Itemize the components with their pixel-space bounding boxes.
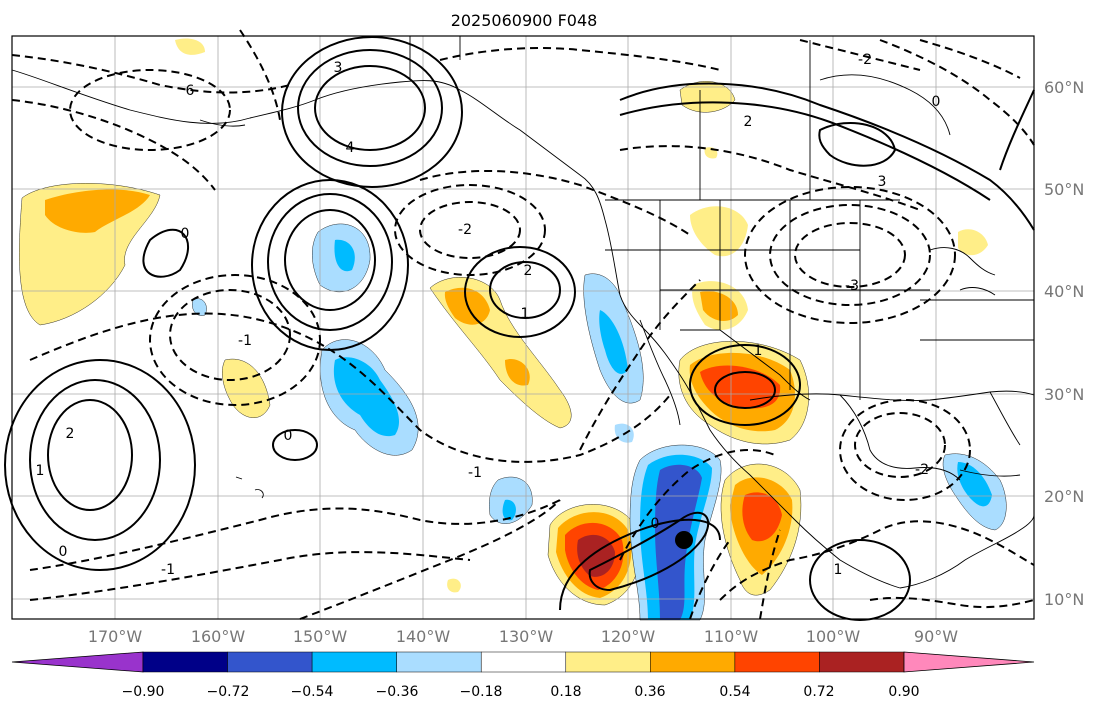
cbar-label-p036: 0.36 — [634, 684, 665, 700]
contour-label: 0 — [181, 226, 190, 242]
contour-label: 1 — [36, 463, 45, 479]
lat-label-50n: 50°N — [1044, 180, 1084, 199]
latitude-labels: 60°N 50°N 40°N 30°N 20°N 10°N — [1044, 78, 1084, 609]
contour-label: 3 — [878, 174, 887, 190]
colorbar-segment — [480, 651, 567, 673]
colorbar-segment — [734, 651, 820, 673]
colorbar — [11, 651, 1035, 673]
cbar-label-p054: 0.54 — [719, 684, 750, 700]
colorbar-segment — [903, 651, 1035, 673]
contour-label: 2 — [744, 114, 753, 130]
contour-label: 0 — [284, 428, 293, 444]
contour-label: -1 — [238, 333, 252, 349]
lon-label-150w: 150°W — [293, 627, 348, 646]
colorbar-tick-labels: −0.90 −0.72 −0.54 −0.36 −0.18 0.18 0.36 … — [122, 684, 920, 700]
contour-label: -2 — [915, 462, 929, 478]
contour-labels: 0 1 2 3 4 -1 -2 -3 6 1 2 0 1 -2 1 0 -1 0… — [36, 52, 941, 578]
contour-label: -2 — [858, 52, 872, 68]
colorbar-segment — [227, 651, 313, 673]
lon-label-110w: 110°W — [704, 627, 759, 646]
contour-label: 4 — [346, 140, 355, 156]
contour-label: -1 — [468, 465, 482, 481]
storm-center-marker — [675, 531, 693, 549]
contour-label: -2 — [458, 222, 472, 238]
contour-label: 1 — [834, 562, 843, 578]
cbar-label-m072: −0.72 — [207, 684, 250, 700]
solid-contours — [4, 36, 1035, 621]
colorbar-segment — [396, 651, 482, 673]
map-background — [12, 36, 1034, 619]
coastlines — [11, 36, 1035, 589]
lon-label-160w: 160°W — [191, 627, 246, 646]
lat-label-30n: 30°N — [1044, 385, 1084, 404]
colorbar-segment — [650, 651, 736, 673]
lon-label-90w: 90°W — [914, 627, 958, 646]
colorbar-segment — [311, 651, 397, 673]
cbar-label-m018: −0.18 — [460, 684, 503, 700]
contour-label: 3 — [334, 60, 343, 76]
lat-label-40n: 40°N — [1044, 282, 1084, 301]
lon-label-130w: 130°W — [499, 627, 554, 646]
contour-label: -1 — [161, 562, 175, 578]
gridlines — [12, 36, 1034, 619]
lat-label-10n: 10°N — [1044, 590, 1084, 609]
contour-label: 2 — [524, 263, 533, 279]
figure-title: 2025060900 F048 — [451, 11, 598, 30]
lon-label-120w: 120°W — [601, 627, 656, 646]
cbar-label-m036: −0.36 — [376, 684, 419, 700]
contour-label: 6 — [186, 83, 195, 99]
lat-label-60n: 60°N — [1044, 78, 1084, 97]
colorbar-segment — [565, 651, 651, 673]
colorbar-segment — [142, 651, 228, 673]
cbar-label-p072: 0.72 — [803, 684, 834, 700]
contour-label: 2 — [66, 426, 75, 442]
contour-label: 0 — [932, 94, 941, 110]
cbar-label-p018: 0.18 — [550, 684, 581, 700]
contour-label: -3 — [845, 278, 859, 294]
colorbar-segment — [819, 651, 905, 673]
map-frame — [11, 35, 1035, 620]
contour-label: 0 — [59, 544, 68, 560]
colorbar-segment — [11, 651, 144, 673]
cbar-label-m090: −0.90 — [122, 684, 165, 700]
contour-label: 0 — [651, 516, 660, 532]
cbar-label-m054: −0.54 — [291, 684, 334, 700]
lon-label-100w: 100°W — [806, 627, 861, 646]
contour-label: 1 — [754, 343, 763, 359]
dashed-contours — [11, 29, 1035, 620]
lon-label-170w: 170°W — [88, 627, 143, 646]
cbar-label-p090: 0.90 — [888, 684, 919, 700]
lat-label-20n: 20°N — [1044, 487, 1084, 506]
lon-label-140w: 140°W — [396, 627, 451, 646]
longitude-labels: 170°W 160°W 150°W 140°W 130°W 120°W 110°… — [88, 627, 958, 646]
contour-label: 1 — [521, 306, 530, 322]
